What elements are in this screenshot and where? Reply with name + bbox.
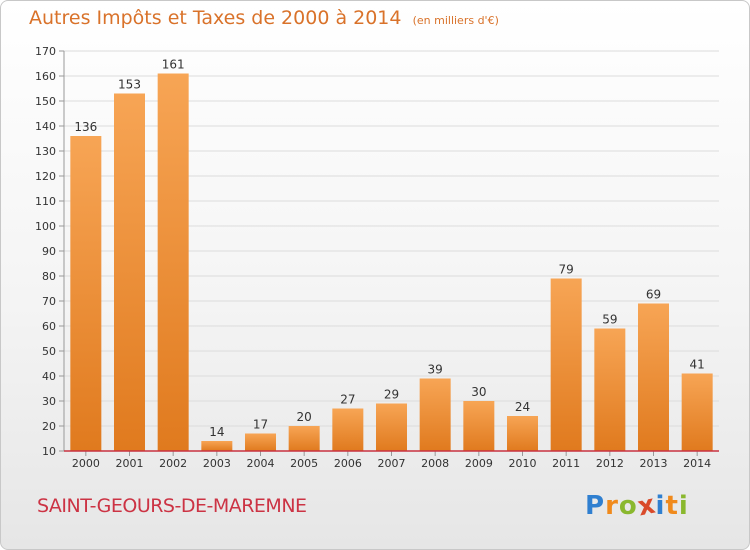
bar-2004	[245, 433, 276, 451]
y-tick-label: 160	[35, 70, 56, 83]
value-label: 29	[384, 388, 399, 402]
y-tick-label: 10	[42, 445, 56, 458]
x-tick-label: 2005	[290, 457, 318, 470]
value-labels: 136 153 161 14 17 20 27 29 39 30 24 79 59 69 41	[74, 58, 704, 440]
value-label: 14	[209, 425, 224, 439]
x-tick-label: 2006	[334, 457, 362, 470]
x-tick-label: 2014	[683, 457, 711, 470]
bar-2008	[419, 378, 451, 451]
value-label: 27	[340, 393, 355, 407]
bar-2011	[550, 278, 582, 451]
y-axis: 10 20 30 40 50 60 70 80 90 100 110 120 130 140 150 160 1…	[35, 45, 65, 458]
value-label: 161	[162, 58, 185, 72]
x-tick-label: 2011	[552, 457, 580, 470]
bar-2013	[638, 303, 669, 451]
y-tick-label: 20	[42, 420, 56, 433]
value-label: 39	[428, 363, 443, 377]
title-row: Autres Impôts et Taxes de 2000 à 2014 (e…	[29, 7, 499, 29]
y-tick-label: 130	[35, 145, 56, 158]
y-tick-label: 170	[35, 45, 56, 58]
value-label: 136	[74, 120, 97, 134]
y-tick-label: 120	[35, 170, 56, 183]
value-label: 17	[253, 418, 268, 432]
x-tick-label: 2003	[203, 457, 231, 470]
chart-subtitle: (en milliers d'€)	[412, 14, 499, 27]
y-tick-label: 140	[35, 120, 56, 133]
x-axis: 2000 2001 2002 2003 2004 2005 2006 2007 2008 2009…	[64, 450, 719, 470]
x-tick-label: 2013	[640, 457, 668, 470]
y-tick-label: 110	[35, 195, 56, 208]
chart-title: Autres Impôts et Taxes de 2000 à 2014	[29, 7, 402, 29]
x-tick-label: 2007	[378, 457, 406, 470]
value-label: 30	[471, 385, 486, 399]
bar-2005	[288, 426, 320, 451]
bar-2003	[201, 441, 233, 451]
x-tick-label: 2001	[116, 457, 144, 470]
y-tick-label: 100	[35, 220, 56, 233]
x-tick-label: 2002	[159, 457, 187, 470]
bar-2002	[157, 73, 189, 451]
bar-2010	[507, 416, 538, 451]
y-tick-label: 90	[42, 245, 56, 258]
bar-2001	[114, 93, 145, 451]
logo-letter: t	[665, 491, 679, 521]
x-tick-label: 2012	[596, 457, 624, 470]
logo-letter: r	[605, 491, 619, 521]
bar-2012	[594, 328, 626, 451]
logo-letter: i	[655, 491, 666, 521]
bar-2007	[376, 403, 407, 451]
x-tick-label: 2009	[465, 457, 493, 470]
logo-letter: o	[618, 491, 638, 521]
value-label: 153	[118, 78, 141, 92]
value-label: 41	[690, 358, 705, 372]
logo-letter: i	[678, 491, 689, 521]
x-tick-label: 2000	[72, 457, 100, 470]
y-tick-label: 60	[42, 320, 56, 333]
y-tick-label: 80	[42, 270, 56, 283]
bar-2006	[332, 408, 364, 451]
x-tick-label: 2008	[421, 457, 449, 470]
x-tick-label: 2004	[247, 457, 275, 470]
bars	[70, 73, 713, 451]
value-label: 59	[602, 313, 617, 327]
y-tick-label: 30	[42, 395, 56, 408]
bar-2009	[463, 401, 495, 451]
value-label: 24	[515, 400, 530, 414]
value-label: 20	[297, 410, 312, 424]
commune-name: SAINT-GEOURS-DE-MAREMNE	[37, 495, 307, 517]
y-tick-label: 70	[42, 295, 56, 308]
bar-2014	[681, 373, 713, 451]
y-tick-label: 50	[42, 345, 56, 358]
proxiti-logo[interactable]: Proxiti	[585, 489, 689, 522]
bar-2000	[70, 136, 102, 451]
x-tick-label: 2010	[509, 457, 537, 470]
y-tick-label: 40	[42, 370, 56, 383]
value-label: 69	[646, 288, 661, 302]
value-label: 79	[559, 263, 574, 277]
y-tick-label: 150	[35, 95, 56, 108]
logo-letter: P	[585, 491, 606, 521]
